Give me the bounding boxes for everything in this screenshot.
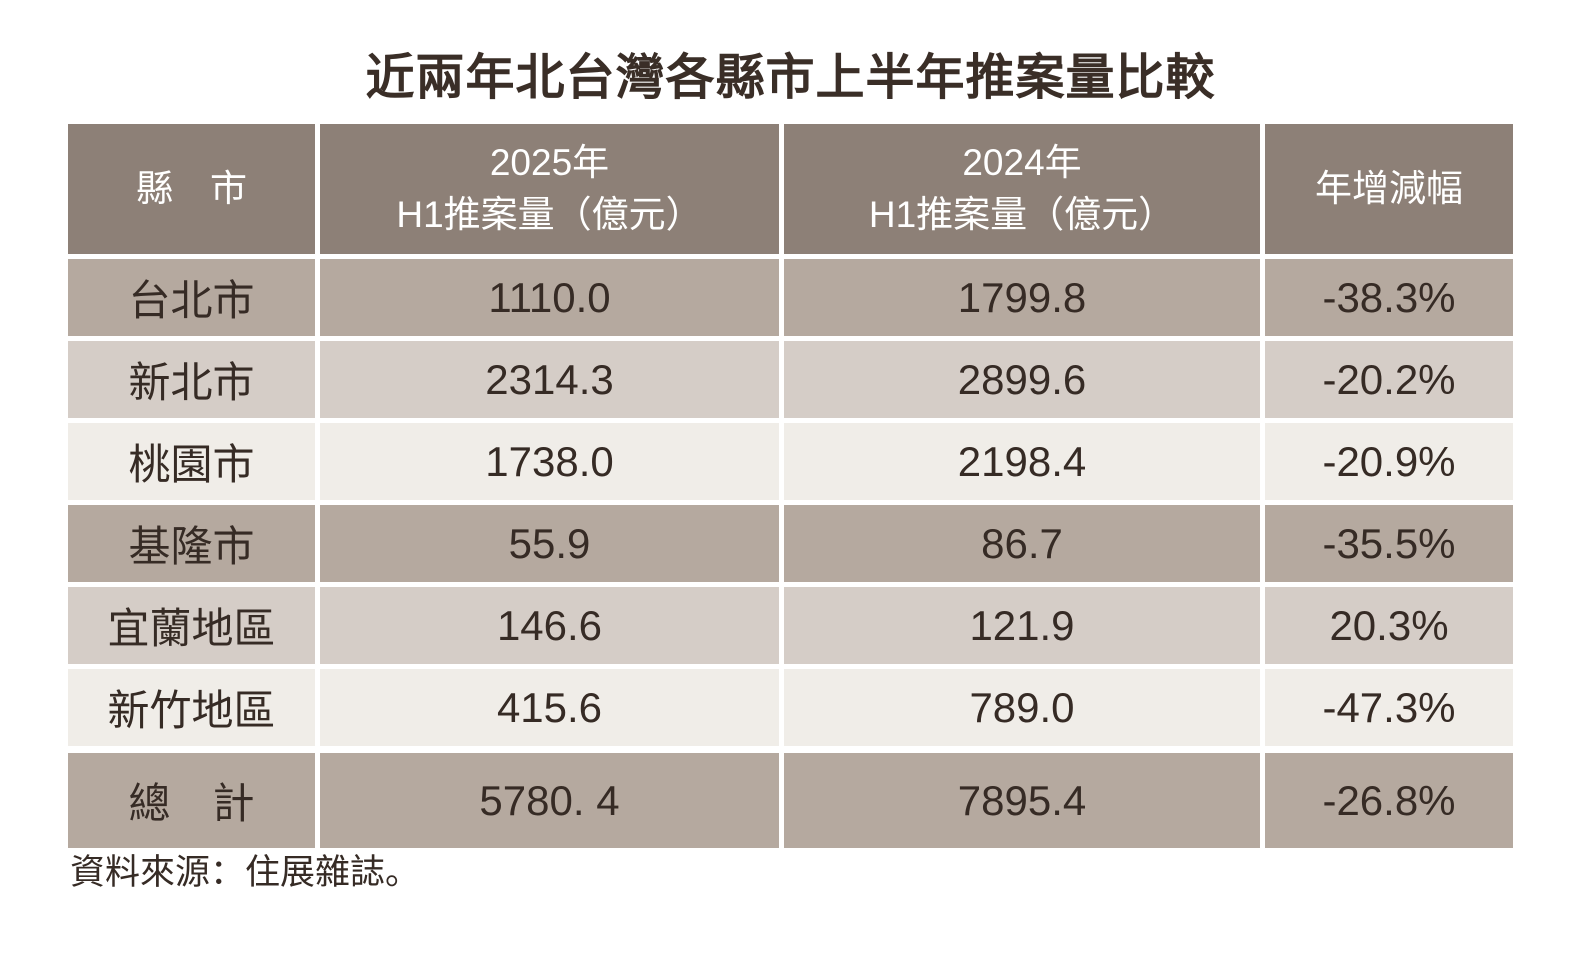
table-row-newtaipei: 新北市 2314.3 2899.6 -20.2% bbox=[68, 341, 1513, 418]
header-cell-yoy: 年增減幅 bbox=[1265, 124, 1513, 254]
h1-2024-cell: 86.7 bbox=[784, 505, 1260, 582]
region-cell: 新北市 bbox=[68, 341, 315, 418]
region-cell: 桃園市 bbox=[68, 423, 315, 500]
yoy-cell: -20.2% bbox=[1265, 341, 1513, 418]
yoy-cell: -47.3% bbox=[1265, 669, 1513, 746]
table-row-taoyuan: 桃園市 1738.0 2198.4 -20.9% bbox=[68, 423, 1513, 500]
data-table: 縣 市 2025年 H1推案量（億元） 2024年 H1推案量（億元） 年增減幅… bbox=[68, 124, 1513, 853]
h1-2025-cell: 2314.3 bbox=[320, 341, 779, 418]
source-note: 資料來源：住展雜誌。 bbox=[70, 853, 421, 892]
header-cell-2024: 2024年 H1推案量（億元） bbox=[784, 124, 1260, 254]
header-2024-metric: H1推案量（億元） bbox=[868, 194, 1176, 235]
region-cell: 總 計 bbox=[68, 753, 315, 848]
region-cell: 台北市 bbox=[68, 259, 315, 336]
region-cell: 宜蘭地區 bbox=[68, 587, 315, 664]
chart-title: 近兩年北台灣各縣市上半年推案量比較 bbox=[365, 51, 1216, 105]
h1-2024-cell: 2198.4 bbox=[784, 423, 1260, 500]
yoy-cell: -20.9% bbox=[1265, 423, 1513, 500]
h1-2025-cell: 1738.0 bbox=[320, 423, 779, 500]
h1-2024-cell: 789.0 bbox=[784, 669, 1260, 746]
table-row-yilan: 宜蘭地區 146.6 121.9 20.3% bbox=[68, 587, 1513, 664]
h1-2024-cell: 121.9 bbox=[784, 587, 1260, 664]
header-2025-metric: H1推案量（億元） bbox=[396, 194, 703, 235]
header-2024-year: 2024年 bbox=[962, 142, 1082, 184]
table-row-total: 總 計 5780. 4 7895.4 -26.8% bbox=[68, 753, 1513, 848]
h1-2025-cell: 55.9 bbox=[320, 505, 779, 582]
table-row-keelung: 基隆市 55.9 86.7 -35.5% bbox=[68, 505, 1513, 582]
h1-2025-cell: 146.6 bbox=[320, 587, 779, 664]
h1-2025-cell: 1110.0 bbox=[320, 259, 779, 336]
header-cell-region: 縣 市 bbox=[68, 124, 315, 254]
h1-2025-cell: 415.6 bbox=[320, 669, 779, 746]
h1-2024-cell: 1799.8 bbox=[784, 259, 1260, 336]
yoy-cell: -26.8% bbox=[1265, 753, 1513, 848]
yoy-cell: -38.3% bbox=[1265, 259, 1513, 336]
h1-2024-cell: 7895.4 bbox=[784, 753, 1260, 848]
region-cell: 新竹地區 bbox=[68, 669, 315, 746]
header-cell-2025: 2025年 H1推案量（億元） bbox=[320, 124, 779, 254]
yoy-cell: -35.5% bbox=[1265, 505, 1513, 582]
h1-2024-cell: 2899.6 bbox=[784, 341, 1260, 418]
table-row-taipei: 台北市 1110.0 1799.8 -38.3% bbox=[68, 259, 1513, 336]
header-2025-year: 2025年 bbox=[489, 142, 610, 184]
yoy-cell: 20.3% bbox=[1265, 587, 1513, 664]
table-row-hsinchu: 新竹地區 415.6 789.0 -47.3% bbox=[68, 669, 1513, 746]
h1-2025-cell: 5780. 4 bbox=[320, 753, 779, 848]
table-header-row: 縣 市 2025年 H1推案量（億元） 2024年 H1推案量（億元） 年增減幅 bbox=[68, 124, 1513, 254]
region-cell: 基隆市 bbox=[68, 505, 315, 582]
